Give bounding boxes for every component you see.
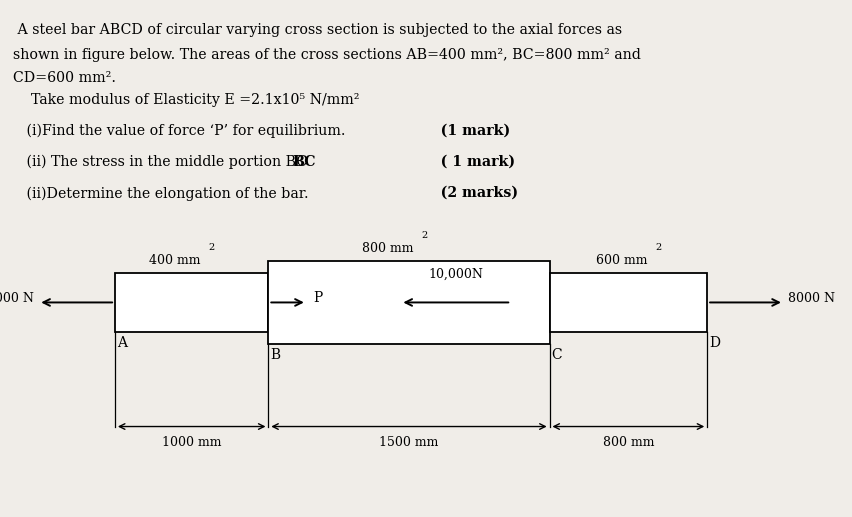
- Text: ( 1 mark): ( 1 mark): [426, 155, 515, 169]
- Text: (i)Find the value of force ‘P’ for equilibrium.: (i)Find the value of force ‘P’ for equil…: [13, 124, 345, 139]
- Text: 1500 mm: 1500 mm: [379, 436, 439, 449]
- Text: 2: 2: [655, 243, 661, 252]
- Text: shown in figure below. The areas of the cross sections AB=400 mm², BC=800 mm² an: shown in figure below. The areas of the …: [13, 48, 641, 62]
- Text: (1 mark): (1 mark): [426, 124, 510, 138]
- Text: (ii)Determine the elongation of the bar.: (ii)Determine the elongation of the bar.: [13, 186, 308, 201]
- Text: Take modulus of Elasticity E =2.1x10⁵ N/mm²: Take modulus of Elasticity E =2.1x10⁵ N/…: [13, 93, 360, 107]
- Text: 2: 2: [421, 232, 427, 240]
- Text: 400 mm: 400 mm: [149, 253, 200, 267]
- Text: BC: BC: [293, 155, 316, 169]
- Text: C: C: [551, 348, 561, 362]
- Text: A steel bar ABCD of circular varying cross section is subjected to the axial for: A steel bar ABCD of circular varying cro…: [13, 23, 622, 37]
- Text: 10,000N: 10,000N: [429, 267, 483, 281]
- Text: 2: 2: [208, 243, 214, 252]
- Text: 600 mm: 600 mm: [596, 253, 648, 267]
- Text: B: B: [270, 348, 280, 362]
- Text: P: P: [314, 291, 323, 306]
- Bar: [115, 273, 268, 332]
- Text: A: A: [117, 337, 127, 351]
- Text: 5000 N: 5000 N: [0, 292, 34, 305]
- Bar: [268, 261, 550, 344]
- Text: 8000 N: 8000 N: [788, 292, 835, 305]
- Text: 800 mm: 800 mm: [362, 242, 413, 255]
- Text: D: D: [709, 337, 720, 351]
- Text: 1000 mm: 1000 mm: [162, 436, 222, 449]
- Bar: [550, 273, 707, 332]
- Text: CD=600 mm².: CD=600 mm².: [13, 71, 116, 85]
- Text: (2 marks): (2 marks): [426, 186, 518, 200]
- Text: (ii) The stress in the middle portion BC: (ii) The stress in the middle portion BC: [13, 155, 307, 170]
- Text: 800 mm: 800 mm: [602, 436, 654, 449]
